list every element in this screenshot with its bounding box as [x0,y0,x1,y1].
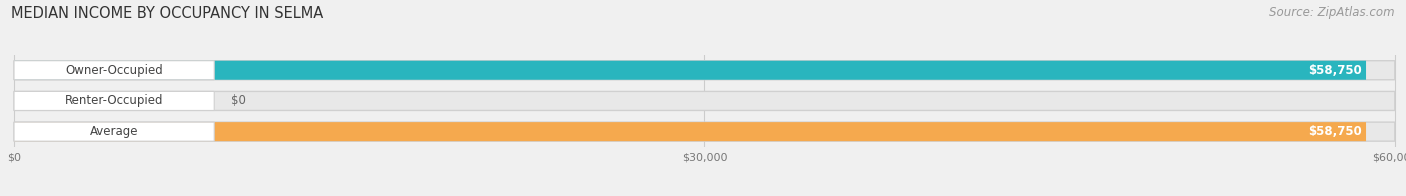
FancyBboxPatch shape [14,122,1367,141]
Text: $0: $0 [231,94,246,107]
FancyBboxPatch shape [14,61,1367,80]
FancyBboxPatch shape [14,91,214,111]
FancyBboxPatch shape [14,122,1395,141]
Text: $58,750: $58,750 [1308,125,1362,138]
Text: MEDIAN INCOME BY OCCUPANCY IN SELMA: MEDIAN INCOME BY OCCUPANCY IN SELMA [11,6,323,21]
Text: Average: Average [90,125,138,138]
FancyBboxPatch shape [14,91,58,111]
Text: Owner-Occupied: Owner-Occupied [65,64,163,77]
FancyBboxPatch shape [14,61,1395,80]
FancyBboxPatch shape [14,91,1395,111]
FancyBboxPatch shape [14,122,214,141]
Text: Renter-Occupied: Renter-Occupied [65,94,163,107]
FancyBboxPatch shape [14,61,214,80]
Text: Source: ZipAtlas.com: Source: ZipAtlas.com [1270,6,1395,19]
Text: $58,750: $58,750 [1308,64,1362,77]
